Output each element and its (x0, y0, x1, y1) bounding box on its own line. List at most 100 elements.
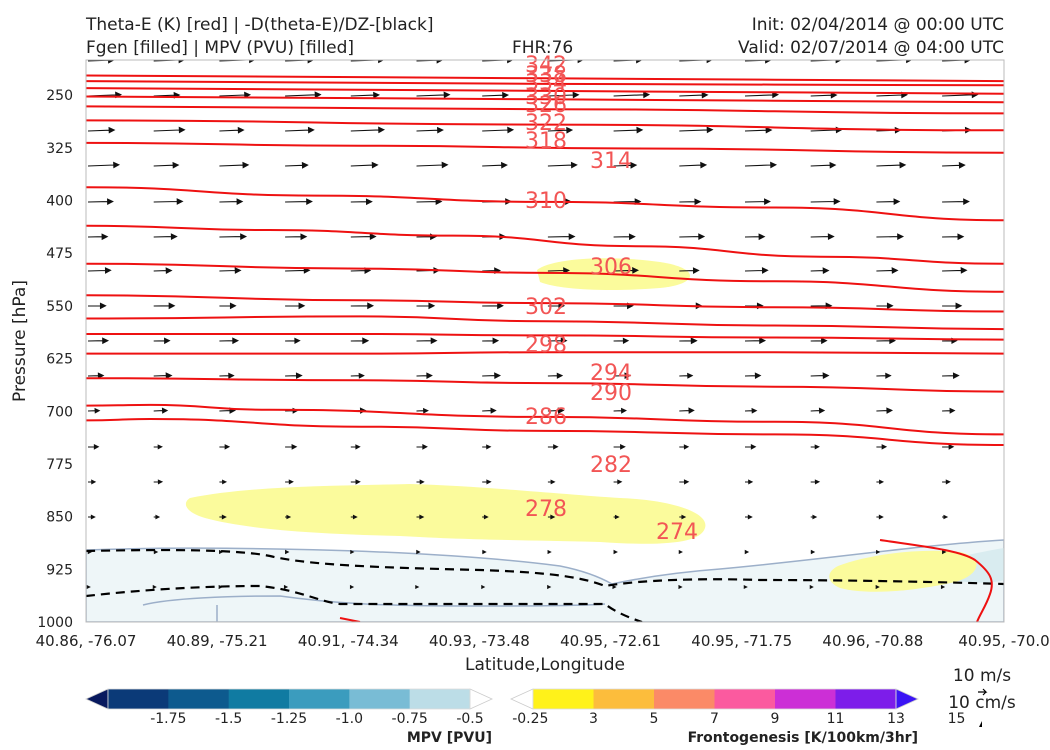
theta-e-label: 314 (590, 149, 632, 174)
wind-vector (810, 444, 820, 450)
theta-e-contour (86, 186, 1004, 222)
wind-vector (809, 584, 814, 590)
y-tick-label: 250 (46, 88, 73, 104)
y-tick-label: 850 (46, 510, 73, 526)
wind-vector (745, 514, 753, 520)
wind-vector (482, 337, 500, 345)
theta-e-contour (86, 74, 1004, 83)
wind-vector (679, 514, 687, 520)
wind-vector (810, 549, 816, 555)
theta-e-label: 290 (590, 381, 632, 406)
wind-vector (350, 161, 379, 169)
x-tick-label: 40.89, -75.21 (167, 632, 268, 650)
colorbar-extend-max (469, 688, 493, 710)
colorbar-tick-label: -1.75 (150, 711, 186, 727)
wind-vector (744, 161, 778, 169)
colorbar-segment (593, 689, 655, 709)
wind-vector (876, 444, 888, 450)
mpv-colorbar: -1.75 -1.5 -1.25 -1.0 -0.75 -0.5 -0.25 MPV [PVU… (85, 688, 548, 746)
wind-vector (613, 407, 628, 414)
theta-e-contour (86, 417, 1004, 446)
wind-vector (547, 267, 571, 274)
wind-vector (679, 372, 694, 379)
wind-vector (416, 337, 438, 345)
wind-vector (153, 198, 184, 205)
wind-vector (613, 337, 630, 345)
wind-vector (876, 549, 881, 555)
colorbar-tick-label: 13 (887, 711, 905, 727)
wind-vector (153, 233, 178, 240)
theta-e-label: 334 (525, 71, 567, 96)
vector-key-horizontal-arrow (978, 688, 988, 696)
valid-time: Valid: 02/07/2014 @ 04:00 UTC (738, 38, 1004, 58)
x-tick-label: 40.95, -72.61 (560, 632, 661, 650)
wind-vector (482, 372, 502, 379)
wind-vector (285, 126, 315, 134)
theta-e-label: 318 (525, 129, 567, 154)
wind-vector (87, 233, 109, 241)
wind-vector (942, 302, 963, 310)
wind-vector (547, 126, 574, 134)
wind-vector (482, 302, 504, 310)
wind-vector (87, 444, 100, 450)
wind-vector (547, 444, 559, 450)
wind-vector (350, 302, 375, 310)
colorbar-tick-label: -1.25 (271, 711, 307, 727)
wind-vector (285, 91, 322, 99)
colorbar-tick-label: 3 (589, 711, 598, 727)
theta-e-contour (86, 87, 1004, 95)
wind-vector (942, 479, 951, 485)
wind-vector (86, 585, 91, 589)
vector-key-horizontal: 10 m/s (953, 666, 1011, 686)
wind-vector (88, 514, 96, 520)
wind-vector (547, 91, 580, 99)
wind-vector (942, 233, 965, 241)
wind-vector (876, 372, 892, 379)
wind-vector (285, 549, 290, 555)
colorbar-tick-label: -0.5 (456, 711, 483, 727)
wind-vector (1008, 408, 1022, 413)
wind-vector (679, 444, 690, 450)
wind-vector (285, 514, 292, 520)
wind-vector (942, 514, 949, 520)
frontogenesis-region (185, 484, 706, 544)
wind-vector (152, 584, 157, 590)
wind-vector (283, 584, 289, 590)
wind-vector (547, 584, 552, 590)
theta-e-contour (339, 617, 361, 622)
wind-vector (416, 407, 429, 414)
colorbar-segment (108, 689, 169, 709)
wind-vector (350, 549, 355, 555)
colorbar-extend-max (895, 688, 919, 710)
wind-vector (481, 584, 486, 590)
wind-vector (876, 198, 901, 206)
theta-e-label: 326 (525, 93, 567, 118)
colorbar-extend-min (510, 688, 534, 710)
wind-vector (219, 479, 228, 485)
wind-vector (219, 444, 231, 450)
plot-frame (85, 59, 1005, 623)
wind-vector (744, 198, 771, 205)
wind-vector (87, 198, 114, 205)
theta-e-contour (86, 403, 1004, 436)
y-tick-label: 475 (46, 246, 73, 262)
wind-vector (876, 267, 899, 274)
wind-vector (810, 233, 835, 240)
colorbar-tick-label: 11 (827, 711, 845, 727)
wind-vector (942, 267, 968, 274)
wind-vector (810, 407, 826, 414)
wind-vector (1008, 516, 1014, 519)
colorbar-segment (168, 689, 230, 709)
wind-vector (350, 514, 358, 520)
wind-vector (87, 267, 112, 274)
dthetae-dz-contour (86, 548, 1004, 588)
colorbar-tick-label: -1.0 (336, 711, 363, 727)
y-tick-label: 625 (46, 352, 73, 368)
theta-e-label: 282 (590, 453, 632, 478)
theta-e-label: 294 (590, 361, 632, 386)
frontogenesis-colorbar: 3 5 7 9 11 13 15 Frontogenesis [K/100km/3hr] (510, 688, 965, 746)
wind-vector (679, 407, 695, 414)
colorbar-segment (228, 689, 290, 709)
wind-vector (350, 444, 361, 450)
theta-e-label: 322 (525, 111, 567, 136)
